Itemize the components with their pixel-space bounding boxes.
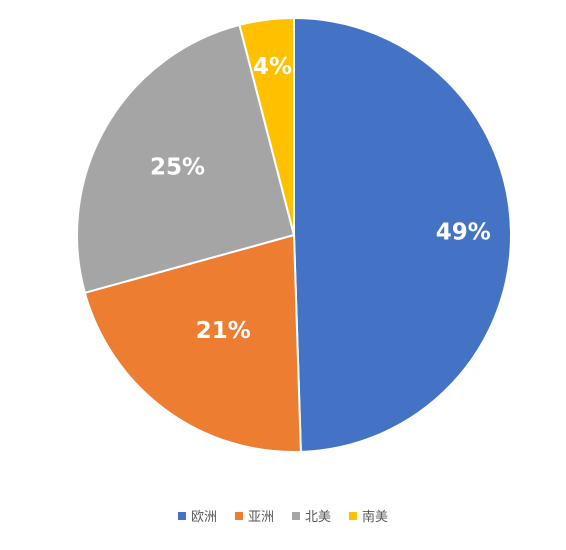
legend-item-south-america: 南美 <box>349 506 388 525</box>
legend-label-europe: 欧洲 <box>190 510 217 525</box>
slice-label-north-america: 25% <box>150 155 205 181</box>
legend-item-europe: 欧洲 <box>177 506 217 525</box>
legend-swatch-europe <box>177 511 186 520</box>
legend: 欧洲 亚洲 北美 南美 <box>0 506 566 525</box>
pie-slice-north-america <box>76 23 296 295</box>
legend-item-asia: 亚洲 <box>234 506 274 525</box>
legend-label-south-america: 南美 <box>362 510 389 525</box>
legend-label-asia: 亚洲 <box>247 510 274 525</box>
legend-swatch-asia <box>234 511 243 520</box>
slice-label-europe: 49% <box>436 219 491 245</box>
legend-swatch-north-america <box>292 511 300 520</box>
pie-slice-south-america <box>238 16 295 236</box>
slice-label-asia: 21% <box>196 318 251 344</box>
pie-slice-asia <box>83 233 302 453</box>
slice-label-south-america: 4% <box>253 54 292 80</box>
legend-item-north-america: 北美 <box>292 506 331 525</box>
legend-swatch-south-america <box>349 511 358 520</box>
pie-slice-europe <box>293 16 512 453</box>
legend-label-north-america: 北美 <box>305 510 332 525</box>
